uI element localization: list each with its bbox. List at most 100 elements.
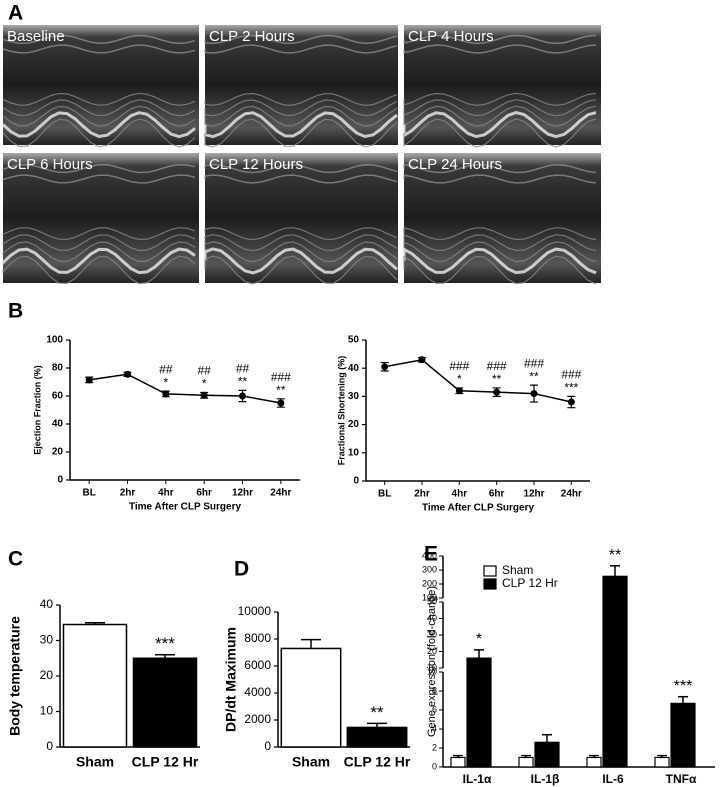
y-tick-label: 400	[422, 550, 437, 560]
x-tick-label: 12hr	[523, 489, 544, 500]
image-label: CLP 6 Hours	[7, 156, 93, 173]
x-tick-label: BL	[82, 488, 95, 499]
point	[418, 356, 426, 364]
echo-wave	[2, 92, 196, 107]
significance: **	[529, 369, 539, 383]
echo-wave	[204, 44, 398, 54]
y-tick-label: 60	[52, 391, 64, 402]
significance: **	[370, 703, 384, 722]
x-tick-label: 24hr	[561, 489, 582, 500]
significance: ###	[271, 370, 291, 384]
point	[85, 376, 93, 384]
x-tick-label: IL-6	[602, 772, 624, 786]
echo-wave	[2, 99, 196, 117]
point	[455, 387, 463, 395]
y-tick-label: 20	[348, 419, 360, 430]
y-tick-label: 20	[52, 447, 64, 458]
line	[89, 373, 281, 404]
echo-wave	[403, 44, 597, 54]
y-tick-label: 20	[427, 646, 437, 656]
y-tick-label: 20	[40, 668, 54, 682]
bar	[518, 756, 534, 768]
y-tick-label: 6	[432, 704, 437, 714]
bar	[670, 702, 696, 768]
echo-wave	[2, 118, 196, 148]
point	[381, 363, 389, 371]
echo-wave	[204, 105, 398, 127]
point	[493, 388, 501, 396]
x-tick-label: 4hr	[158, 488, 174, 499]
image-label: CLP 24 Hours	[408, 156, 502, 173]
echo-wave	[403, 255, 597, 285]
y-tick-label: 30	[40, 633, 54, 647]
echo-wave	[402, 246, 597, 275]
y-tick-label: 2	[432, 742, 437, 752]
echo-wave	[403, 227, 597, 241]
bar	[586, 756, 602, 768]
echo-image	[205, 25, 398, 145]
y-tick-label: 10000	[238, 604, 272, 618]
significance: ###	[487, 359, 507, 373]
legend-swatch	[483, 565, 497, 577]
line	[384, 358, 572, 403]
y-tick-label: 80	[52, 363, 64, 374]
image-label: CLP 4 Hours	[408, 28, 494, 45]
point	[124, 370, 131, 378]
bar	[466, 657, 492, 768]
x-tick-label: 6hr	[489, 489, 505, 500]
y-tick-label: 4	[432, 723, 437, 733]
significance: **	[492, 372, 502, 386]
y-tick-label: 10	[40, 704, 54, 718]
echo-wave	[2, 255, 196, 285]
echo-wave	[204, 34, 398, 45]
significance: **	[238, 375, 248, 389]
echo-wave	[204, 234, 398, 252]
y-tick-label: 50	[427, 596, 437, 606]
x-tick-label: 12hr	[232, 488, 253, 499]
x-tick-label: IL-1β	[531, 772, 560, 786]
panel-label: E	[424, 543, 438, 566]
point	[277, 399, 285, 407]
significance: *	[457, 372, 462, 386]
image-label: Baseline	[7, 28, 65, 45]
echo-wave	[403, 99, 597, 117]
bar	[280, 647, 342, 748]
echo-wave	[2, 241, 196, 263]
point	[530, 390, 538, 398]
echo-wave	[2, 163, 196, 174]
echo-image	[3, 25, 199, 145]
echo-wave	[2, 44, 196, 54]
x-tick-label: Sham	[292, 754, 330, 770]
y-tick-label: 40	[348, 363, 360, 374]
y-tick-label: 40	[40, 597, 54, 611]
y-tick-label: 40	[427, 613, 437, 623]
echo-wave	[402, 111, 597, 139]
echo-wave	[204, 255, 398, 285]
point	[200, 391, 208, 399]
x-tick-label: 6hr	[196, 488, 212, 499]
bar	[346, 726, 408, 748]
point	[567, 398, 575, 406]
bar	[602, 575, 628, 768]
x-tick-label: BL	[378, 489, 391, 500]
significance: **	[609, 547, 621, 564]
x-tick-label: 24hr	[270, 488, 291, 499]
echo-wave	[203, 111, 398, 139]
y-tick-label: 30	[427, 629, 437, 639]
echo-wave	[403, 241, 597, 263]
echo-wave	[403, 118, 597, 148]
y-axis-label: Body temperature	[7, 616, 23, 736]
y-tick-label: 100	[46, 335, 63, 346]
point	[239, 392, 246, 400]
significance: ###	[449, 359, 469, 373]
image-label: CLP 12 Hours	[209, 156, 303, 173]
y-tick-label: 200	[422, 578, 437, 588]
significance: **	[276, 383, 286, 397]
y-tick-label: 50	[348, 335, 360, 346]
bar	[450, 756, 466, 768]
legend-label: Sham	[502, 563, 533, 577]
y-tick-label: 10	[427, 666, 437, 676]
y-tick-label: 0	[57, 475, 63, 486]
echo-wave	[203, 247, 398, 275]
bar	[534, 741, 560, 768]
